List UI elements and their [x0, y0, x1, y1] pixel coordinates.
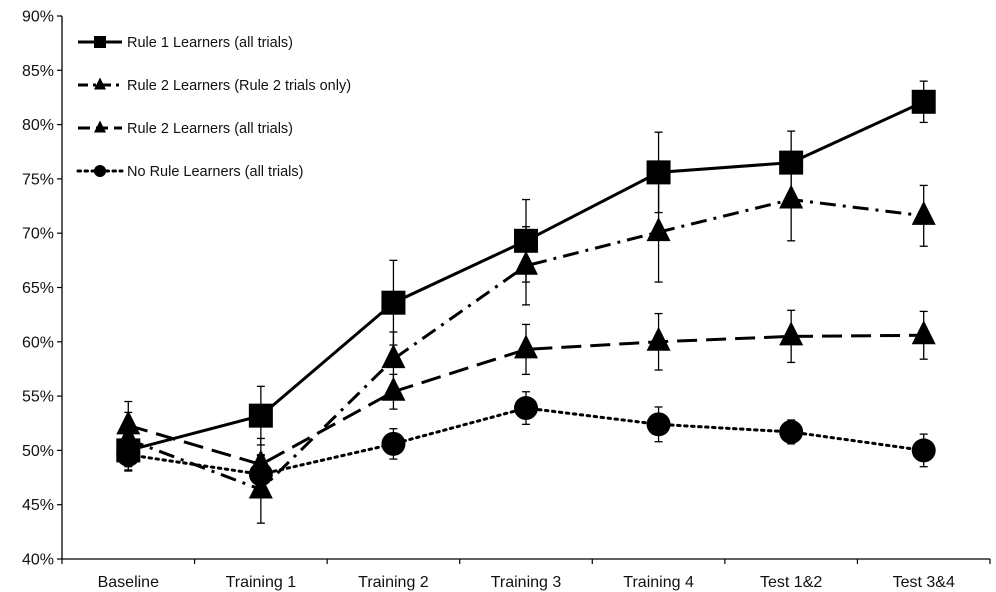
data-point: [248, 403, 273, 428]
legend-item: Rule 1 Learners (all trials): [78, 35, 293, 51]
data-point: [911, 200, 936, 225]
x-tick-label: Baseline: [98, 574, 159, 591]
legend: Rule 1 Learners (all trials) Rule 2 Learn…: [76, 35, 351, 180]
legend-marker: [94, 36, 106, 48]
y-tick-label: 70%: [22, 226, 54, 243]
x-tick-label: Test 1&2: [760, 574, 822, 591]
legend-label: Rule 2 Learners (all trials): [127, 121, 293, 137]
data-point: [646, 160, 671, 185]
y-tick-label: 50%: [22, 443, 54, 460]
y-tick-label: 55%: [22, 389, 54, 406]
x-tick-label: Training 4: [623, 574, 694, 591]
x-tick-label: Training 1: [226, 574, 297, 591]
data-point: [646, 326, 671, 351]
data-point: [248, 462, 273, 487]
legend-item: Rule 2 Learners (Rule 2 trials only): [78, 77, 351, 94]
data-point: [646, 412, 671, 437]
legend-item: No Rule Learners (all trials): [76, 164, 303, 180]
data-point: [381, 431, 406, 456]
legend-item: Rule 2 Learners (all trials): [78, 120, 293, 137]
data-point: [911, 320, 936, 345]
legend-label: Rule 1 Learners (all trials): [127, 35, 293, 51]
y-tick-label: 40%: [22, 552, 54, 569]
y-tick-label: 90%: [22, 9, 54, 26]
data-point: [779, 321, 804, 346]
x-tick-label: Training 2: [358, 574, 429, 591]
legend-label: Rule 2 Learners (Rule 2 trials only): [127, 78, 351, 94]
y-tick-label: 85%: [22, 63, 54, 80]
y-axis-ticks: 40% 45% 50% 55% 60% 65% 70% 75% 80% 85% 90%: [22, 9, 62, 569]
data-point: [381, 376, 406, 401]
legend-marker: [94, 120, 106, 133]
y-tick-label: 45%: [22, 497, 54, 514]
data-point: [779, 184, 804, 209]
legend-marker: [94, 77, 106, 90]
legend-marker: [94, 165, 106, 177]
data-point: [911, 89, 936, 114]
series-3: [116, 391, 936, 495]
y-tick-label: 60%: [22, 334, 54, 351]
data-point: [116, 410, 141, 435]
data-point: [779, 419, 804, 444]
y-tick-label: 80%: [22, 117, 54, 134]
y-tick-label: 75%: [22, 171, 54, 188]
data-point: [514, 250, 538, 275]
x-axis-ticks: Baseline Training 1 Training 2 Training 3 Tr…: [61, 559, 991, 591]
x-tick-label: Test 3&4: [893, 574, 955, 591]
y-tick-label: 65%: [22, 280, 54, 297]
data-point: [514, 334, 538, 359]
data-point: [381, 344, 406, 369]
data-point: [646, 217, 671, 242]
x-tick-label: Training 3: [491, 574, 562, 591]
legend-label: No Rule Learners (all trials): [127, 164, 303, 180]
plot-area: [116, 80, 936, 524]
data-point: [911, 438, 936, 463]
data-point: [116, 442, 141, 467]
data-point: [514, 396, 538, 421]
data-point: [381, 290, 406, 315]
